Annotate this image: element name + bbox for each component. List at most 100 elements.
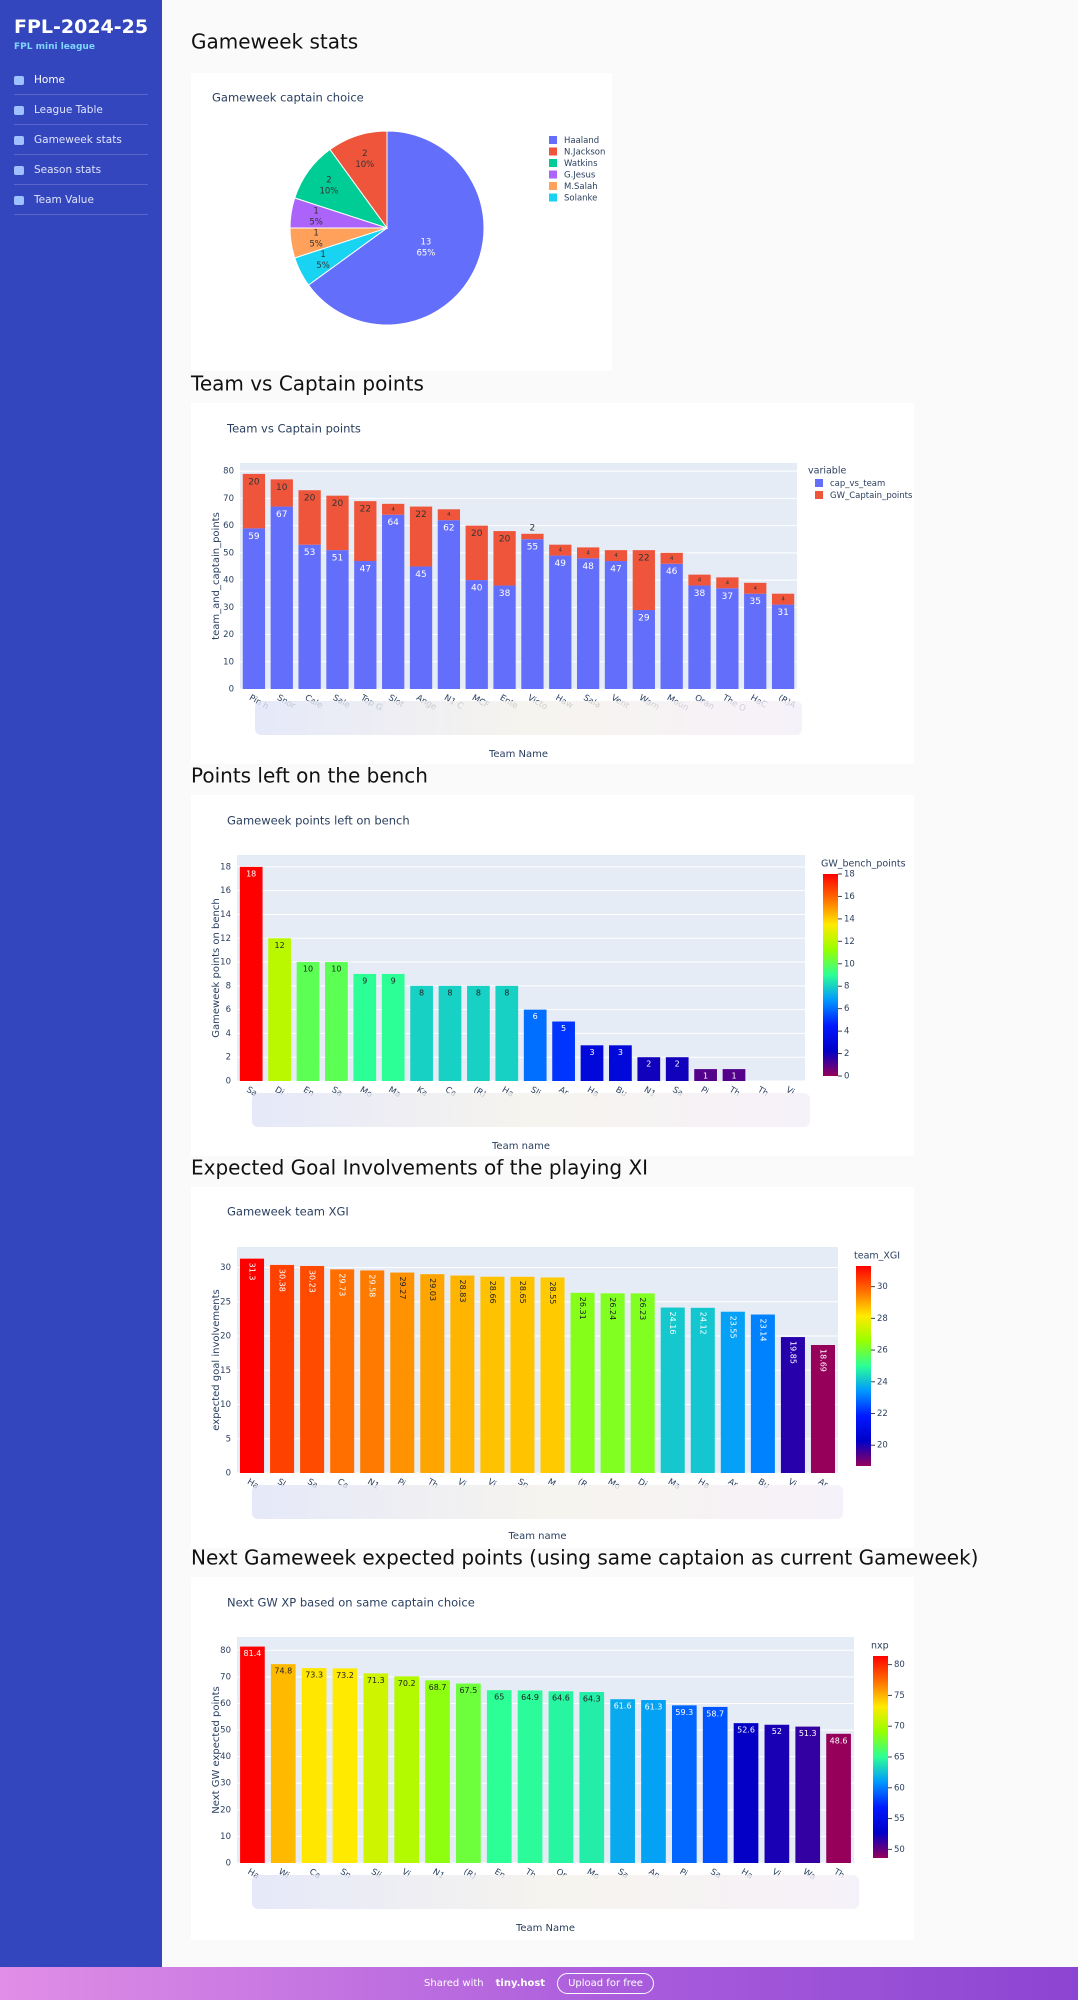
bar (637, 1057, 661, 1081)
nav-item[interactable]: Season stats (14, 156, 148, 185)
bar-label: 23.55 (728, 1316, 737, 1339)
colorbar-tick-label: 0 (844, 1072, 849, 1082)
bar (332, 1668, 358, 1863)
colorbar-tick-label: 80 (894, 1660, 905, 1670)
bar (300, 1265, 325, 1473)
bar-label: 29.58 (368, 1274, 377, 1297)
bar (665, 1057, 689, 1081)
bar (425, 1680, 450, 1863)
colorbar (856, 1266, 871, 1466)
colorbar-tick-label: 24 (877, 1377, 888, 1387)
bar (733, 1723, 759, 1863)
bar-label: 64.3 (583, 1695, 601, 1704)
colorbar-tick-label: 22 (877, 1409, 888, 1419)
bar-label: 28.83 (458, 1280, 467, 1303)
bar (540, 1277, 565, 1473)
nav-item[interactable]: Home (14, 66, 148, 95)
bar-label: 29.27 (398, 1277, 407, 1300)
y-tick-label: 4 (226, 1029, 231, 1039)
bar-label: 22 (415, 510, 426, 520)
bar-label: 37 (722, 592, 733, 602)
bar-label: 4 (670, 556, 674, 562)
slice-value: 1 (320, 250, 325, 260)
bar-segment (632, 610, 655, 689)
nav-item[interactable]: League Table (14, 96, 148, 125)
bar (240, 1258, 265, 1473)
bar-label: 4 (726, 580, 730, 586)
colorbar-tick-label: 12 (844, 937, 855, 947)
y-tick-label: 60 (223, 521, 234, 531)
x-tick-label: Vi (784, 1085, 796, 1098)
bar-label: 73.3 (305, 1671, 323, 1680)
bar-segment (270, 479, 293, 507)
y-tick-label: 50 (223, 548, 234, 558)
bar-segment (465, 580, 488, 689)
bar (548, 1691, 574, 1863)
bar-segment (688, 585, 711, 689)
bar-segment (326, 550, 349, 689)
upload-button[interactable]: Upload for free (557, 1973, 654, 1994)
app-title: FPL-2024-25 (14, 16, 149, 38)
x-axis-title: Team name (491, 1141, 550, 1152)
bar (510, 1276, 535, 1473)
x-tick-label: Vi (400, 1867, 412, 1880)
section-heading: Next Gameweek expected points (using sam… (191, 1546, 978, 1570)
y-tick-label: 12 (220, 934, 231, 944)
bar-label: 4 (753, 586, 757, 592)
bar-label: 59 (248, 532, 260, 542)
bar-label: 64 (387, 518, 399, 528)
y-tick-label: 16 (220, 886, 231, 896)
chart-title: Gameweek captain choice (212, 91, 364, 105)
y-tick-label: 5 (226, 1434, 231, 1444)
bar (325, 962, 348, 1081)
bar-label: 45 (415, 570, 426, 580)
x-tick-label: M (546, 1477, 557, 1489)
legend-swatch (815, 491, 823, 499)
slice-value: 1 (313, 229, 318, 239)
bar (390, 1272, 415, 1473)
x-tick-label: Pi (678, 1867, 689, 1879)
x-tick-label: Vi (486, 1477, 498, 1490)
legend-label: Haaland (564, 136, 599, 146)
bar-segment (298, 490, 321, 545)
slice-percent: 5% (309, 217, 323, 227)
bar (486, 1690, 512, 1863)
bar-label: 47 (610, 565, 621, 575)
colorbar-tick-label: 50 (894, 1845, 905, 1855)
footer-brand: tiny.host (495, 1978, 546, 1989)
bar-label: 29.73 (338, 1273, 347, 1296)
bar (641, 1700, 666, 1863)
legend-swatch (815, 479, 823, 487)
bar-segment (660, 552, 683, 564)
bar (671, 1705, 697, 1863)
chart-title: Team vs Captain points (226, 422, 361, 436)
bar-label: 24.16 (668, 1312, 677, 1335)
colorbar-tick-label: 16 (844, 892, 855, 902)
legend-swatch (549, 136, 557, 144)
y-axis-title: team_and_captain_points (211, 512, 222, 640)
nav-item[interactable]: Gameweek stats (14, 126, 148, 155)
legend-swatch (549, 170, 557, 179)
bar-label: 46 (666, 567, 678, 577)
bar-label: 51 (332, 554, 343, 564)
bar-label: 73.2 (336, 1671, 354, 1680)
y-tick-label: 6 (226, 1005, 231, 1015)
bar-label: 20 (332, 499, 344, 509)
bar-label: 47 (360, 565, 371, 575)
y-axis-title: expected goal involvements (211, 1289, 222, 1430)
slice-percent: 5% (309, 240, 323, 250)
y-tick-label: 40 (220, 1752, 231, 1762)
bar-label: 67 (276, 510, 287, 520)
bar-label: 1 (731, 1072, 736, 1081)
bar-label: 70.2 (398, 1679, 416, 1688)
bar-label: 19.85 (788, 1341, 797, 1364)
bar-segment (409, 566, 433, 689)
chart-title: Gameweek team XGI (227, 1205, 349, 1219)
y-tick-label: 30 (220, 1779, 231, 1789)
bar-segment (493, 585, 516, 689)
bar (420, 1274, 445, 1473)
bar-segment (716, 577, 739, 589)
nav-item[interactable]: Team Value (14, 186, 148, 215)
bar-segment (298, 544, 321, 689)
